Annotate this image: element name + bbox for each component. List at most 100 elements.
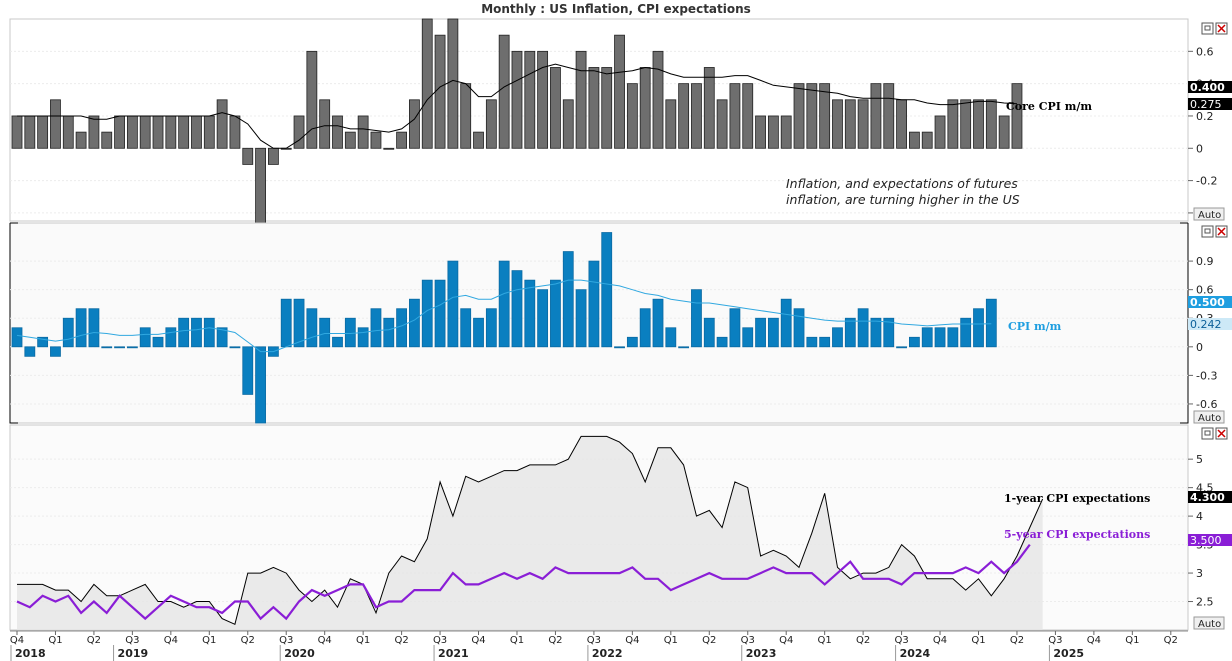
expectations-y-axis: 54.543.532.5: [1188, 453, 1214, 609]
core-panel-controls[interactable]: Auto: [1193, 22, 1228, 221]
cpi-bar: [729, 308, 741, 348]
cpi-ytick-label: 0.9: [1196, 255, 1214, 268]
x-tick-label: Q4: [779, 635, 793, 646]
core-bar: [396, 131, 408, 149]
cpi-bar: [755, 317, 766, 348]
x-tick-label: Q3: [279, 635, 293, 646]
core-bar: [652, 50, 664, 149]
core-bar: [421, 18, 433, 149]
cpi-bar: [473, 317, 484, 348]
core-bar: [216, 99, 228, 149]
cpi-bar: [370, 308, 382, 348]
five-year-last-value: 3.500: [1190, 534, 1222, 547]
core-bar: [703, 67, 715, 149]
core-bar: [88, 115, 100, 149]
core-close-glyph: [1217, 24, 1226, 33]
cpi-bar: [191, 317, 202, 348]
core-bar: [511, 50, 523, 149]
cpi-panel-controls[interactable]: Auto: [1193, 225, 1228, 424]
cpi-bar: [178, 317, 190, 348]
core-bar: [409, 99, 420, 149]
cpi-ytick-label: 0: [1196, 341, 1203, 354]
core-bar: [75, 131, 87, 149]
x-tick-label: Q4: [1087, 635, 1101, 646]
core-bar: [357, 115, 369, 149]
core-bar: [114, 115, 125, 149]
cpi-bar: [434, 279, 446, 348]
cpi-bar: [62, 317, 74, 348]
core-bar: [485, 99, 497, 149]
core-ma-value-box: [1188, 98, 1232, 110]
x-tick-label: Q3: [1048, 635, 1062, 646]
cpi-bar: [883, 317, 895, 348]
x-tick-label: Q4: [471, 635, 485, 646]
cpi-bar: [780, 298, 792, 348]
cpi-bar: [626, 336, 638, 348]
cpi-bar: [447, 260, 459, 348]
x-tick-label: Q1: [48, 635, 62, 646]
cpi-bar: [960, 317, 972, 348]
core-bar: [857, 99, 869, 149]
core-bar: [780, 115, 792, 149]
five-year-line: [16, 543, 1031, 621]
annotation-line-2: inflation, are turning higher in the US: [786, 192, 1020, 207]
core-bar: [588, 67, 600, 149]
cpi-bar: [652, 298, 664, 348]
expectations-panel-controls[interactable]: Auto: [1193, 427, 1228, 630]
cpi-ytick-label: -0.3: [1196, 369, 1217, 382]
cpi-bar: [832, 327, 843, 348]
cpi-maximize-icon[interactable]: [1201, 225, 1214, 238]
core-bar: [947, 99, 959, 149]
x-tick-label: Q3: [894, 635, 908, 646]
x-tick-label: Q4: [625, 635, 639, 646]
core-bar: [101, 131, 113, 149]
x-tick-label: Q2: [1010, 635, 1024, 646]
cpi-last-value-box: [1188, 296, 1232, 308]
cpi-auto-button[interactable]: [1193, 410, 1225, 424]
cpi-bar: [11, 327, 23, 348]
core-maximize-icon[interactable]: [1201, 22, 1214, 35]
x-tick-label: Q3: [433, 635, 447, 646]
core-bar: [562, 99, 574, 149]
x-tick-label: Q1: [202, 635, 216, 646]
cpi-bar: [152, 336, 164, 348]
cpi-bar: [985, 298, 997, 348]
cpi-y-axis: 0.90.60.30-0.3-0.6: [1188, 255, 1217, 411]
exp-ytick-label: 5: [1196, 453, 1203, 466]
cpi-bar: [165, 327, 177, 348]
core-ytick-label: 0.6: [1196, 45, 1214, 58]
core-bar: [255, 147, 266, 230]
cpi-bar: [114, 346, 125, 349]
cpi-close-glyph: [1217, 227, 1226, 236]
cpi-bar: [909, 336, 920, 348]
cpi-bar: [37, 336, 49, 348]
one-year-legend-label: 1-year CPI expectations: [1004, 492, 1150, 505]
x-tick-label: Q2: [87, 635, 101, 646]
expectations-maximize-icon[interactable]: [1201, 427, 1214, 440]
expectations-auto-button[interactable]: [1193, 616, 1225, 630]
cpi-bar: [716, 336, 728, 348]
x-tick-label: Q1: [971, 635, 985, 646]
cpi-bar: [575, 289, 587, 348]
x-tick-label: Q1: [1125, 635, 1139, 646]
expectations-close-glyph: [1217, 429, 1226, 438]
core-bar: [447, 18, 459, 149]
core-bar: [755, 115, 766, 149]
x-tick-label: Q1: [818, 635, 832, 646]
exp-ytick-label: 4: [1196, 510, 1203, 523]
cpi-bar: [973, 308, 984, 348]
core-bar: [165, 115, 177, 149]
core-auto-button[interactable]: [1193, 207, 1225, 221]
cpi-bar: [139, 327, 151, 348]
core-bar: [242, 147, 254, 165]
x-tick-label: Q2: [702, 635, 716, 646]
core-bar: [370, 131, 382, 149]
core-bar: [832, 99, 843, 149]
cpi-bar: [896, 346, 907, 349]
core-bar: [767, 115, 779, 149]
cpi-bar: [678, 346, 690, 349]
core-bar: [909, 131, 920, 149]
cpi-ma-value-box: [1188, 318, 1232, 330]
expectations-maximize-glyph: [1204, 430, 1211, 436]
core-bar: [203, 115, 215, 149]
